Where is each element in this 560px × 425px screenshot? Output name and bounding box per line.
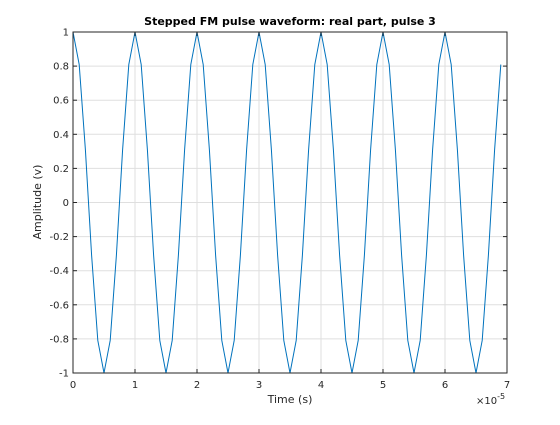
y-tick-label: -0.2: [49, 232, 69, 243]
x-axis-exponent: ×10-5: [476, 392, 505, 407]
x-tick-label: 3: [256, 380, 262, 391]
y-tick-label: 0.8: [53, 62, 69, 73]
y-tick-label: -1: [59, 369, 69, 380]
data-layer: [72, 31, 502, 374]
y-tick-label: 0.2: [53, 164, 69, 175]
y-tick-label: 0.6: [53, 96, 69, 107]
x-tick-label: 0: [70, 380, 76, 391]
y-tick-label: -0.8: [49, 334, 69, 345]
series-line-1: [72, 31, 502, 374]
x-exponent-base: 10: [484, 396, 497, 407]
y-tick-label: 1: [63, 28, 69, 39]
y-tick-label: -0.6: [49, 300, 69, 311]
x-exponent-base-pre: ×: [476, 396, 484, 407]
axes-box: [72, 31, 508, 374]
x-tick-label: 5: [380, 380, 386, 391]
x-exponent-power: -5: [497, 392, 505, 401]
y-tick-label: 0: [63, 198, 69, 209]
y-tick-label: 0.4: [53, 130, 69, 141]
x-tick-label: 7: [504, 380, 510, 391]
x-axis-title: Time (s): [267, 393, 313, 406]
x-tick-label: 1: [132, 380, 138, 391]
tick-labels: 0 1 2 3 4 5 6 7 -1 -0.8 -0.6 -0.4 -0.2 0 0.2 0.4 0.6 0.8 1: [49, 28, 510, 392]
x-tick-label: 4: [318, 380, 324, 391]
x-tick-label: 6: [442, 380, 448, 391]
y-tick-label: -0.4: [49, 266, 69, 277]
axes: [72, 31, 508, 374]
chart-title: Stepped FM pulse waveform: real part, pu…: [144, 15, 436, 28]
x-tick-label: 2: [194, 380, 200, 391]
y-axis-title: Amplitude (v): [31, 165, 44, 240]
